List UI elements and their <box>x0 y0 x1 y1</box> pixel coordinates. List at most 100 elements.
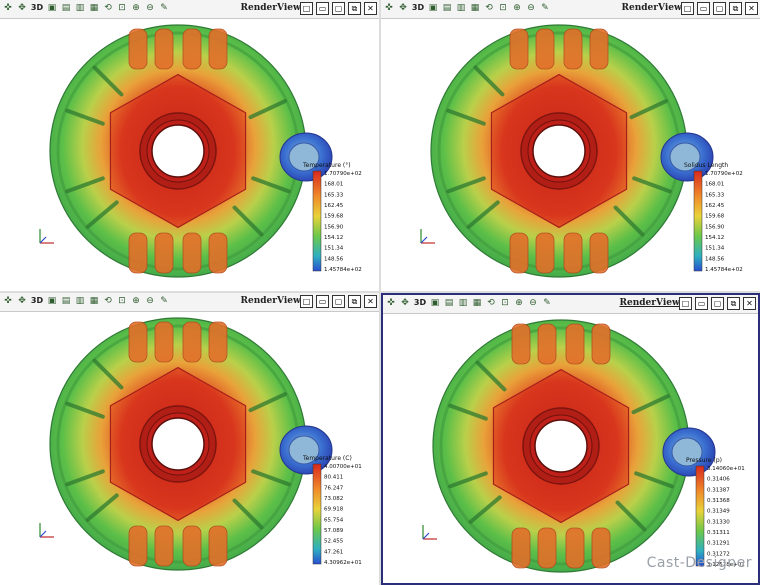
split-vertical-button[interactable]: ▢ <box>332 295 345 308</box>
split-horizontal-button[interactable]: ▭ <box>316 295 329 308</box>
legend-tick-label: 154.12 <box>705 235 724 241</box>
pan-icon[interactable]: ✥ <box>18 3 26 13</box>
zoom-fit-icon[interactable]: ⊡ <box>501 298 509 308</box>
zoom-in-icon[interactable]: ⊕ <box>513 3 521 13</box>
split-horizontal-button[interactable]: ▭ <box>695 297 708 310</box>
top-view-icon[interactable]: ▤ <box>61 296 71 306</box>
pane-divider-horizontal[interactable] <box>0 291 760 293</box>
render-pane-top-left[interactable]: ✜ ✥ 3D ▣ ▤ ▥ ▦ ⟲ ⊡ ⊕ ⊖ ✎ RenderView1 □ ▭ ▢ ⧉ ✕ <box>0 0 379 291</box>
camera-reset-icon[interactable]: ✜ <box>387 298 395 308</box>
render-viewport[interactable]: Pressure (p) 3.14060e+01 0.31406 0.31387 0.3… <box>383 314 758 585</box>
iso-view-icon[interactable]: ▦ <box>472 298 482 308</box>
3d-view-button[interactable]: 3D <box>411 3 425 12</box>
zoom-fit-icon[interactable]: ⊡ <box>499 3 507 13</box>
legend-tick-label: 168.01 <box>324 182 343 188</box>
side-view-icon[interactable]: ▥ <box>456 3 466 13</box>
iso-view-icon[interactable]: ▦ <box>89 3 99 13</box>
zoom-in-icon[interactable]: ⊕ <box>132 296 140 306</box>
3d-view-button[interactable]: 3D <box>30 296 44 305</box>
zoom-out-icon[interactable]: ⊖ <box>527 3 535 13</box>
render-viewport[interactable]: Temperature (°) 1.70790e+02 168.01 165.33 16… <box>0 19 379 289</box>
side-view-icon[interactable]: ▥ <box>75 3 85 13</box>
legend-tick-label: 0.31311 <box>707 530 730 536</box>
pane-toolbar: ✜ ✥ 3D ▣ ▤ ▥ ▦ ⟲ ⊡ ⊕ ⊖ ✎ RenderView3 □ ▭ ▢ ⧉ ✕ <box>383 295 758 314</box>
3d-view-button[interactable]: 3D <box>30 3 44 12</box>
camera-reset-icon[interactable]: ✜ <box>385 3 393 13</box>
legend-tick-label: 4.30962e+01 <box>324 560 362 566</box>
axis-triad-icon <box>422 525 437 540</box>
maximize-button[interactable]: □ <box>300 295 313 308</box>
zoom-out-icon[interactable]: ⊖ <box>146 296 154 306</box>
restore-button[interactable]: ⧉ <box>348 2 361 15</box>
split-vertical-button[interactable]: ▢ <box>711 297 724 310</box>
top-view-icon[interactable]: ▤ <box>442 3 452 13</box>
close-button[interactable]: ✕ <box>364 2 377 15</box>
zoom-out-icon[interactable]: ⊖ <box>529 298 537 308</box>
axis-triad-icon <box>39 229 54 244</box>
3d-view-button[interactable]: 3D <box>413 298 427 307</box>
close-button[interactable]: ✕ <box>743 297 756 310</box>
pane-toolbar: ✜ ✥ 3D ▣ ▤ ▥ ▦ ⟲ ⊡ ⊕ ⊖ ✎ RenderView2 □ ▭ ▢ ⧉ ✕ <box>381 0 760 19</box>
restore-button[interactable]: ⧉ <box>348 295 361 308</box>
camera-reset-icon[interactable]: ✜ <box>4 3 12 13</box>
side-view-icon[interactable]: ▥ <box>75 296 85 306</box>
legend-tick-label: 151.34 <box>705 246 725 252</box>
pick-icon[interactable]: ✎ <box>160 296 168 306</box>
color-legend: Solidus Length 1.70790e+02 168.01 165.33 162… <box>684 162 743 273</box>
zoom-in-icon[interactable]: ⊕ <box>515 298 523 308</box>
top-view-icon[interactable]: ▤ <box>444 298 454 308</box>
zoom-fit-icon[interactable]: ⊡ <box>118 296 126 306</box>
top-view-icon[interactable]: ▤ <box>61 3 71 13</box>
zoom-out-icon[interactable]: ⊖ <box>146 3 154 13</box>
front-view-icon[interactable]: ▣ <box>47 3 57 13</box>
iso-view-icon[interactable]: ▦ <box>470 3 480 13</box>
legend-tick-label: 168.01 <box>705 182 724 188</box>
rotate-icon[interactable]: ⟲ <box>485 3 493 13</box>
maximize-button[interactable]: □ <box>300 2 313 15</box>
pick-icon[interactable]: ✎ <box>543 298 551 308</box>
restore-button[interactable]: ⧉ <box>727 297 740 310</box>
legend-tick-label: 0.31368 <box>707 498 730 504</box>
front-view-icon[interactable]: ▣ <box>47 296 57 306</box>
front-view-icon[interactable]: ▣ <box>430 298 440 308</box>
pick-icon[interactable]: ✎ <box>541 3 549 13</box>
legend-tick-label: 156.90 <box>324 224 344 230</box>
pan-icon[interactable]: ✥ <box>18 296 26 306</box>
casting-render-view[interactable]: Temperature (C) 4.00700e+01 80.411 76.247 73… <box>0 312 379 583</box>
rotate-icon[interactable]: ⟲ <box>104 3 112 13</box>
legend-tick-label: 1.70790e+02 <box>324 171 362 177</box>
legend-tick-label: 0.31387 <box>707 487 730 493</box>
render-pane-bottom-right[interactable]: ✜ ✥ 3D ▣ ▤ ▥ ▦ ⟲ ⊡ ⊕ ⊖ ✎ RenderView3 □ ▭ ▢ ⧉ ✕ <box>381 293 760 585</box>
iso-view-icon[interactable]: ▦ <box>89 296 99 306</box>
zoom-in-icon[interactable]: ⊕ <box>132 3 140 13</box>
render-pane-top-right[interactable]: ✜ ✥ 3D ▣ ▤ ▥ ▦ ⟲ ⊡ ⊕ ⊖ ✎ RenderView2 □ ▭ ▢ ⧉ ✕ <box>381 0 760 291</box>
close-button[interactable]: ✕ <box>745 2 758 15</box>
pan-icon[interactable]: ✥ <box>401 298 409 308</box>
render-pane-bottom-left[interactable]: ✜ ✥ 3D ▣ ▤ ▥ ▦ ⟲ ⊡ ⊕ ⊖ ✎ RenderView4 □ ▭ ▢ ⧉ ✕ <box>0 293 379 585</box>
rotate-icon[interactable]: ⟲ <box>104 296 112 306</box>
render-viewport[interactable]: Temperature (C) 4.00700e+01 80.411 76.247 73… <box>0 312 379 583</box>
casting-render-view[interactable]: Pressure (p) 3.14060e+01 0.31406 0.31387 0.3… <box>383 314 758 585</box>
side-view-icon[interactable]: ▥ <box>458 298 468 308</box>
casting-model <box>430 24 714 278</box>
casting-render-view[interactable]: Solidus Length 1.70790e+02 168.01 165.33 162… <box>381 19 760 289</box>
split-horizontal-button[interactable]: ▭ <box>316 2 329 15</box>
casting-model <box>49 317 333 571</box>
maximize-button[interactable]: □ <box>681 2 694 15</box>
restore-button[interactable]: ⧉ <box>729 2 742 15</box>
pick-icon[interactable]: ✎ <box>160 3 168 13</box>
render-viewport[interactable]: Solidus Length 1.70790e+02 168.01 165.33 162… <box>381 19 760 289</box>
rotate-icon[interactable]: ⟲ <box>487 298 495 308</box>
maximize-button[interactable]: □ <box>679 297 692 310</box>
camera-reset-icon[interactable]: ✜ <box>4 296 12 306</box>
legend-tick-label: 159.68 <box>324 214 344 220</box>
zoom-fit-icon[interactable]: ⊡ <box>118 3 126 13</box>
legend-tick-label: 151.34 <box>324 246 344 252</box>
split-vertical-button[interactable]: ▢ <box>332 2 345 15</box>
front-view-icon[interactable]: ▣ <box>428 3 438 13</box>
split-horizontal-button[interactable]: ▭ <box>697 2 710 15</box>
close-button[interactable]: ✕ <box>364 295 377 308</box>
casting-render-view[interactable]: Temperature (°) 1.70790e+02 168.01 165.33 16… <box>0 19 379 289</box>
split-vertical-button[interactable]: ▢ <box>713 2 726 15</box>
pan-icon[interactable]: ✥ <box>399 3 407 13</box>
